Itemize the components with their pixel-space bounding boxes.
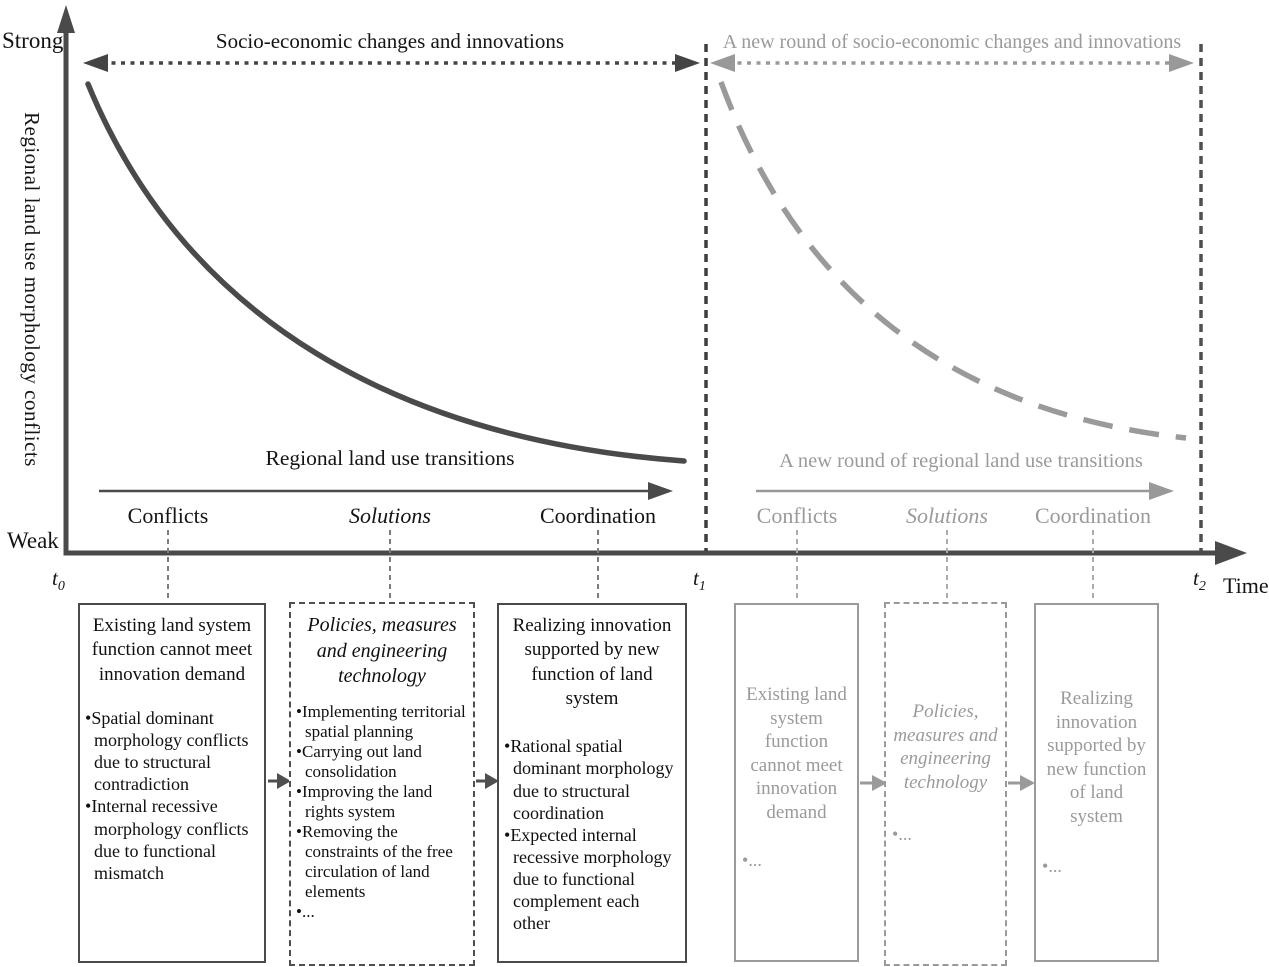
box-bullet: ... [296,902,468,922]
phase2-transition-arrow [756,482,1174,500]
y-axis-title: Regional land use morphology conflicts [20,112,44,467]
box-bullet: ... [742,850,851,871]
box-title: Policies, measures and engineering techn… [307,614,457,688]
tick-t1: t1 [693,566,706,595]
tick-t2: t2 [1193,566,1206,595]
box-bullet-list: ... [742,850,851,871]
box-bullet: Expected internal recessive morphology d… [504,824,680,935]
phase2-stage-connectors [796,530,1094,602]
box-bullet: Spatial dominant morphology conflicts du… [85,707,259,796]
conflict-decay-curve-solid [85,81,687,464]
x-axis-title: Time [1223,573,1269,598]
box-solutions-phase1: Policies, measures and engineering techn… [289,602,475,966]
phase1-top-double-arrow [83,54,700,72]
conflict-decay-curve-dashed [718,81,1187,441]
box-title: Existing land system function cannot mee… [91,615,253,685]
phase1-stage-solutions: Solutions [349,503,431,528]
phase2-stage-coordination: Coordination [1034,503,1152,528]
box-bullet-list: Spatial dominant morphology conflicts du… [85,707,259,884]
phase1-stage-conflicts: Conflicts [127,503,209,528]
phase1-top-arrow-caption: Socio-economic changes and innovations [215,29,565,53]
phase1-stage-connectors [167,530,599,602]
box-bullet: ... [1042,856,1151,877]
box-bullet-list: Rational spatial dominant morphology due… [504,735,680,934]
y-axis-arrowhead [57,5,75,33]
box-title: Existing land system function cannot mee… [746,684,847,823]
box-conflicts-phase2: Existing land system function cannot mee… [734,603,859,962]
tick-t0: t0 [52,566,65,595]
y-axis [57,5,75,555]
phase2-top-arrow-caption: A new round of socio-economic changes an… [722,31,1182,53]
box-bullet: Removing the constraints of the free cir… [296,822,468,902]
box-bullet-list: ... [892,824,999,845]
box-flow-arrows-gray [860,775,1035,791]
box-bullet: Implementing territorial spatial plannin… [296,702,468,742]
box-bullet: ... [892,824,999,845]
y-axis-top-label: Strong [2,28,64,53]
phase1-stage-coordination: Coordination [539,503,657,528]
phase2-stage-conflicts: Conflicts [756,503,838,528]
box-bullet-list: ... [1042,856,1151,877]
box-flow-arrows-dark [268,773,499,789]
phase2-top-double-arrow [710,54,1194,72]
box-title: Realizing innovation supported by new fu… [512,615,672,709]
box-bullet: Carrying out land consolidation [296,742,468,782]
box-solutions-phase2: Policies, measures and engineering techn… [884,602,1007,966]
phase1-transition-caption: Regional land use transitions [265,446,515,470]
x-axis [63,541,1247,565]
box-title: Realizing innovation supported by new fu… [1046,688,1147,827]
box-coordination-phase1: Realizing innovation supported by new fu… [497,603,687,963]
box-coordination-phase2: Realizing innovation supported by new fu… [1034,603,1159,962]
box-conflicts-phase1: Existing land system function cannot mee… [78,603,266,963]
box-title: Policies, measures and engineering techn… [893,701,998,793]
phase2-stage-solutions: Solutions [906,503,988,528]
box-bullet: Internal recessive morphology conflicts … [85,795,259,884]
phase2-transition-caption: A new round of regional land use transit… [779,450,1143,472]
box-bullet-list: Implementing territorial spatial plannin… [296,702,468,923]
y-axis-bottom-label: Weak [7,528,59,553]
x-axis-arrowhead [1215,541,1247,565]
box-bullet: Improving the land rights system [296,782,468,822]
box-bullet: Rational spatial dominant morphology due… [504,735,680,824]
phase1-transition-arrow [99,482,673,500]
